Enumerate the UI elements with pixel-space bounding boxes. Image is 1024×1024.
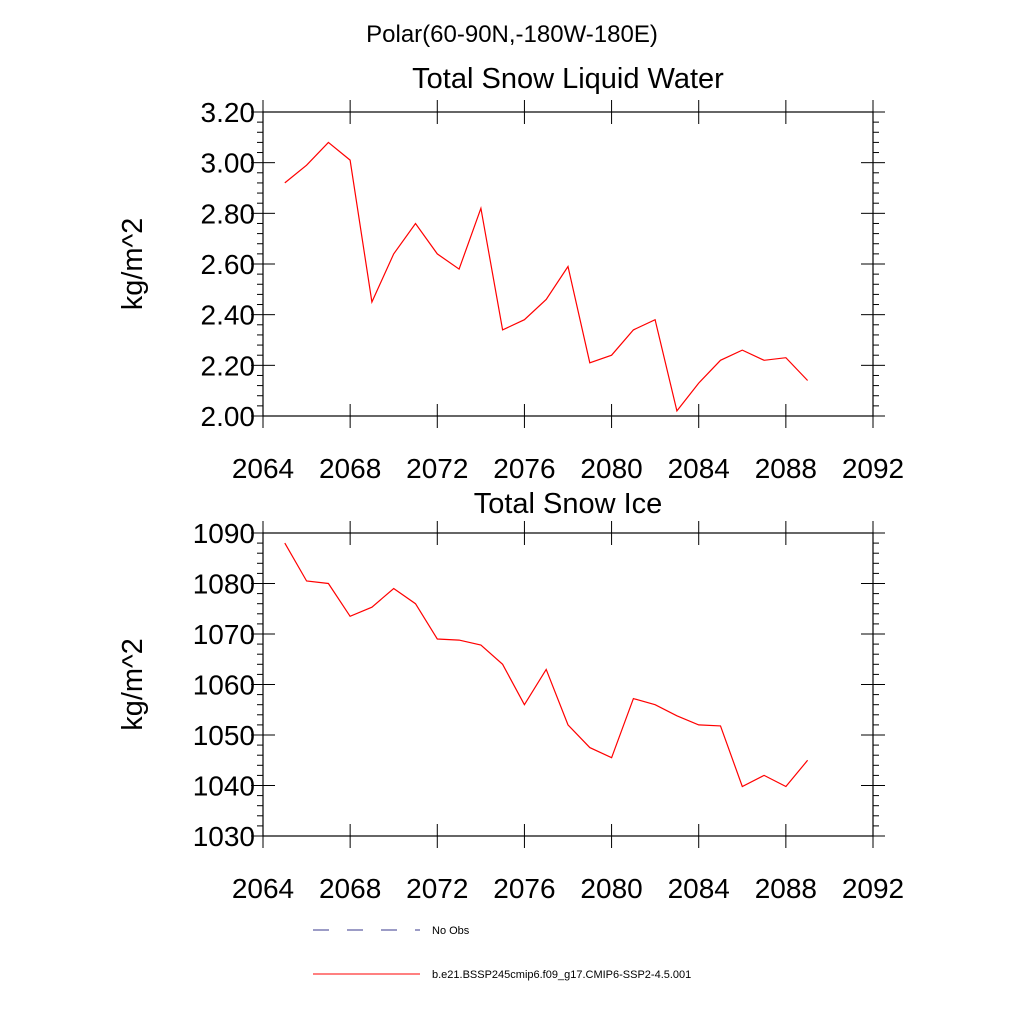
y-tick-label: 3.00: [201, 148, 256, 179]
x-tick-label: 2080: [580, 453, 642, 484]
y-tick-label: 1030: [193, 821, 255, 852]
x-tick-label: 2064: [232, 873, 294, 904]
chart-panels: Total Snow Liquid Water 2064 2068 2072 2076 2…: [117, 63, 904, 904]
x-tick-label: 2084: [668, 873, 730, 904]
figure-title: Polar(60-90N,-180W-180E): [366, 21, 658, 48]
y-tick-label: 1070: [193, 619, 255, 650]
y-tick-label: 2.40: [201, 300, 256, 331]
legend-label-1: No Obs: [432, 925, 470, 937]
chart-panel-2: Total Snow Ice 2064 2068 2072 2076 2080 2084 20…: [117, 488, 904, 904]
x-tick-label: 2076: [493, 453, 555, 484]
y-tick-label: 2.60: [201, 249, 256, 280]
y-tick-label: 2.20: [201, 350, 256, 381]
y-tick-label: 1060: [193, 670, 255, 701]
chart-title: Total Snow Liquid Water: [412, 63, 724, 95]
plot-frame: [262, 111, 874, 417]
x-tick-label: 2088: [755, 873, 817, 904]
series-line-1: [284, 542, 809, 788]
y-tick-label: 2.80: [201, 198, 256, 229]
y-axis-label: kg/m^2: [117, 218, 149, 311]
x-tick-label: 2080: [580, 873, 642, 904]
legend-label-2: b.e21.BSSP245cmip6.f09_g17.CMIP6-SSP2-4.…: [432, 969, 691, 981]
x-tick-label: 2068: [319, 453, 381, 484]
chart-title: Total Snow Ice: [474, 488, 663, 520]
chart-panel-1: Total Snow Liquid Water 2064 2068 2072 2076 2…: [117, 63, 904, 484]
y-axis-label: kg/m^2: [117, 638, 149, 731]
x-tick-label: 2088: [755, 453, 817, 484]
y-tick-label: 3.20: [201, 97, 256, 128]
x-tick-label: 2092: [842, 873, 904, 904]
x-tick-label: 2092: [842, 453, 904, 484]
series-line-1: [284, 141, 809, 413]
x-tick-label: 2072: [406, 453, 468, 484]
y-tick-label: 2.00: [201, 401, 256, 432]
y-tick-label: 1040: [193, 771, 255, 802]
x-tick-label: 2076: [493, 873, 555, 904]
y-tick-label: 1050: [193, 720, 255, 751]
x-tick-label: 2084: [668, 453, 730, 484]
y-tick-label: 1090: [193, 518, 255, 549]
legend: No Obs b.e21.BSSP245cmip6.f09_g17.CMIP6-S…: [313, 925, 691, 981]
x-tick-label: 2072: [406, 873, 468, 904]
plot-frame: [262, 532, 874, 837]
x-tick-label: 2068: [319, 873, 381, 904]
x-tick-label: 2064: [232, 453, 294, 484]
y-tick-label: 1080: [193, 569, 255, 600]
